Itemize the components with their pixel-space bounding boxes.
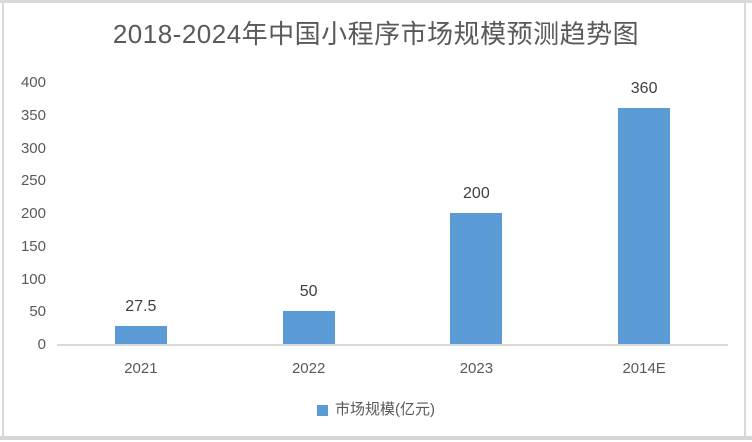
bar-2014E — [618, 108, 670, 344]
legend: 市场规模(亿元) — [0, 401, 752, 419]
x-axis-category-label: 2023 — [459, 360, 494, 377]
legend-swatch-icon — [317, 404, 328, 416]
y-axis-tick-label: 100 — [20, 270, 46, 288]
x-axis-category-label: 2021 — [124, 360, 158, 377]
bar-2023 — [450, 213, 502, 344]
bar-value-label: 360 — [630, 80, 658, 97]
y-axis-tick-label: 150 — [20, 237, 46, 255]
bar-value-label: 50 — [299, 283, 318, 300]
legend-label: 市场规模(亿元) — [335, 401, 435, 418]
x-axis-category-label: 2022 — [291, 360, 326, 377]
x-axis-category-label: 2014E — [622, 360, 666, 377]
x-axis-line — [57, 344, 728, 346]
bar-value-label: 27.5 — [125, 298, 157, 315]
bar-2021 — [115, 326, 167, 344]
chart-border-bottom — [0, 436, 752, 440]
y-axis-tick-label: 250 — [20, 172, 46, 190]
chart-border-left — [2, 0, 4, 436]
y-axis-tick-label: 350 — [20, 106, 46, 124]
chart-border-right — [744, 0, 746, 436]
bar-2022 — [283, 311, 335, 344]
y-axis-tick-label: 200 — [20, 205, 46, 222]
y-axis-tick-label: 50 — [29, 303, 46, 321]
chart-title: 2018-2024年中国小程序市场规模预测趋势图 — [112, 19, 640, 49]
bar-value-label: 200 — [463, 185, 490, 202]
y-axis-tick-label: 300 — [20, 139, 46, 157]
y-axis-tick-label: 400 — [20, 74, 46, 91]
chart-border-top — [0, 0, 752, 3]
y-axis-tick-label: 0 — [37, 336, 46, 353]
